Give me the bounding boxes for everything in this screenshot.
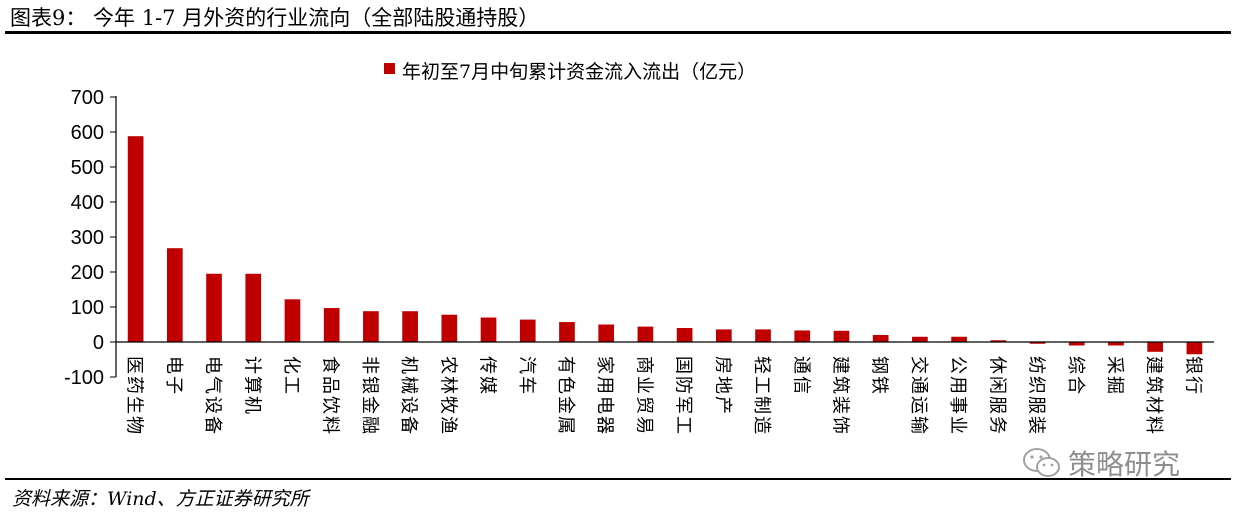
x-tick-label: 家用电器 [594,356,615,436]
x-tick-label: 综合 [1065,356,1086,396]
y-tick-label: -100 [64,367,104,389]
figure-title: 图表9： 今年 1-7 月外资的行业流向（全部陆股通持股） [10,6,540,30]
legend-swatch [384,63,395,74]
bar [1186,342,1203,355]
y-axis-ticks: -100 0 100 200 300 400 500 600 700 [64,87,116,389]
legend-label: 年初至7月中旬累计资金流入流出（亿元） [402,61,756,83]
x-tick-label: 电气设备 [202,356,223,436]
y-tick-label: 500 [71,157,104,179]
y-tick-label: 100 [71,297,104,319]
x-tick-label: 通信 [790,356,811,396]
bar [1068,342,1085,346]
x-tick-label: 化工 [280,356,301,396]
bar [441,314,458,342]
bar [480,317,497,342]
bar [245,273,262,342]
x-tick-label: 农林牧渔 [437,356,458,436]
bar [598,324,615,342]
axes [115,96,1214,377]
x-tick-label: 机械设备 [398,356,419,436]
title-rule [5,31,1231,34]
x-tick-label: 交通运输 [908,356,929,436]
bar [676,328,693,342]
bar [1147,342,1164,352]
watermark: 策略研究 [1022,442,1180,484]
x-tick-label: 公用事业 [947,356,968,436]
x-tick-label: 计算机 [241,356,262,416]
y-tick-label: 400 [71,192,104,214]
bars [127,136,1203,355]
x-tick-label: 采掘 [1104,356,1125,396]
bar [166,248,183,342]
x-tick-label: 银行 [1182,356,1203,396]
bar [519,319,536,342]
bar [206,273,222,342]
wechat-icon [1023,448,1060,477]
bar [755,329,771,342]
legend: 年初至7月中旬累计资金流入流出（亿元） [384,61,756,83]
x-tick-label: 建筑材料 [1143,356,1164,436]
bar [872,335,889,342]
x-tick-label: 房地产 [712,356,733,416]
bar [1108,342,1124,346]
bar [127,136,144,342]
x-tick-label: 电子 [163,356,184,396]
source-rule [5,478,1231,480]
bar [1029,342,1046,344]
bar [912,336,928,342]
bar [951,336,967,342]
source-note: 资料来源：Wind、方正证券研究所 [12,488,309,510]
x-tick-label: 食品饮料 [320,356,341,436]
bar [715,329,732,342]
bar [794,330,811,342]
bar [323,308,340,342]
y-tick-label: 600 [71,122,104,144]
x-tick-label: 汽车 [516,356,537,396]
x-tick-label: 休闲服务 [986,356,1007,436]
x-tick-label: 传媒 [477,356,498,396]
watermark-text: 策略研究 [1068,448,1181,481]
bar [833,330,850,342]
x-tick-label: 非银金融 [359,356,380,436]
bar [559,322,575,342]
bar [284,299,301,342]
x-tick-label: 商业贸易 [633,356,654,436]
y-tick-label: 200 [71,262,104,284]
x-tick-label: 建筑装饰 [829,356,850,436]
y-tick-label: 0 [93,332,104,354]
bar-chart: 年初至7月中旬累计资金流入流出（亿元） -100 0 100 200 300 400 500… [64,61,1214,436]
x-tick-label: 钢铁 [869,356,890,396]
y-tick-label: 700 [71,87,104,109]
x-tick-label: 国防军工 [673,356,694,436]
bar [637,326,654,342]
x-tick-label: 轻工制造 [751,356,772,436]
y-tick-label: 300 [71,227,104,249]
x-axis-labels: 医药生物 电子 电气设备 计算机 化工 食品饮料 非银金融 机械设备 农林牧渔 传媒 汽车 有色金属家… [124,356,1204,436]
x-tick-label: 有色金属 [555,356,576,436]
bar [402,311,418,342]
bar [363,311,379,342]
x-tick-label: 医药生物 [124,356,145,436]
bar [990,340,1007,342]
x-tick-label: 纺织服装 [1026,356,1047,436]
